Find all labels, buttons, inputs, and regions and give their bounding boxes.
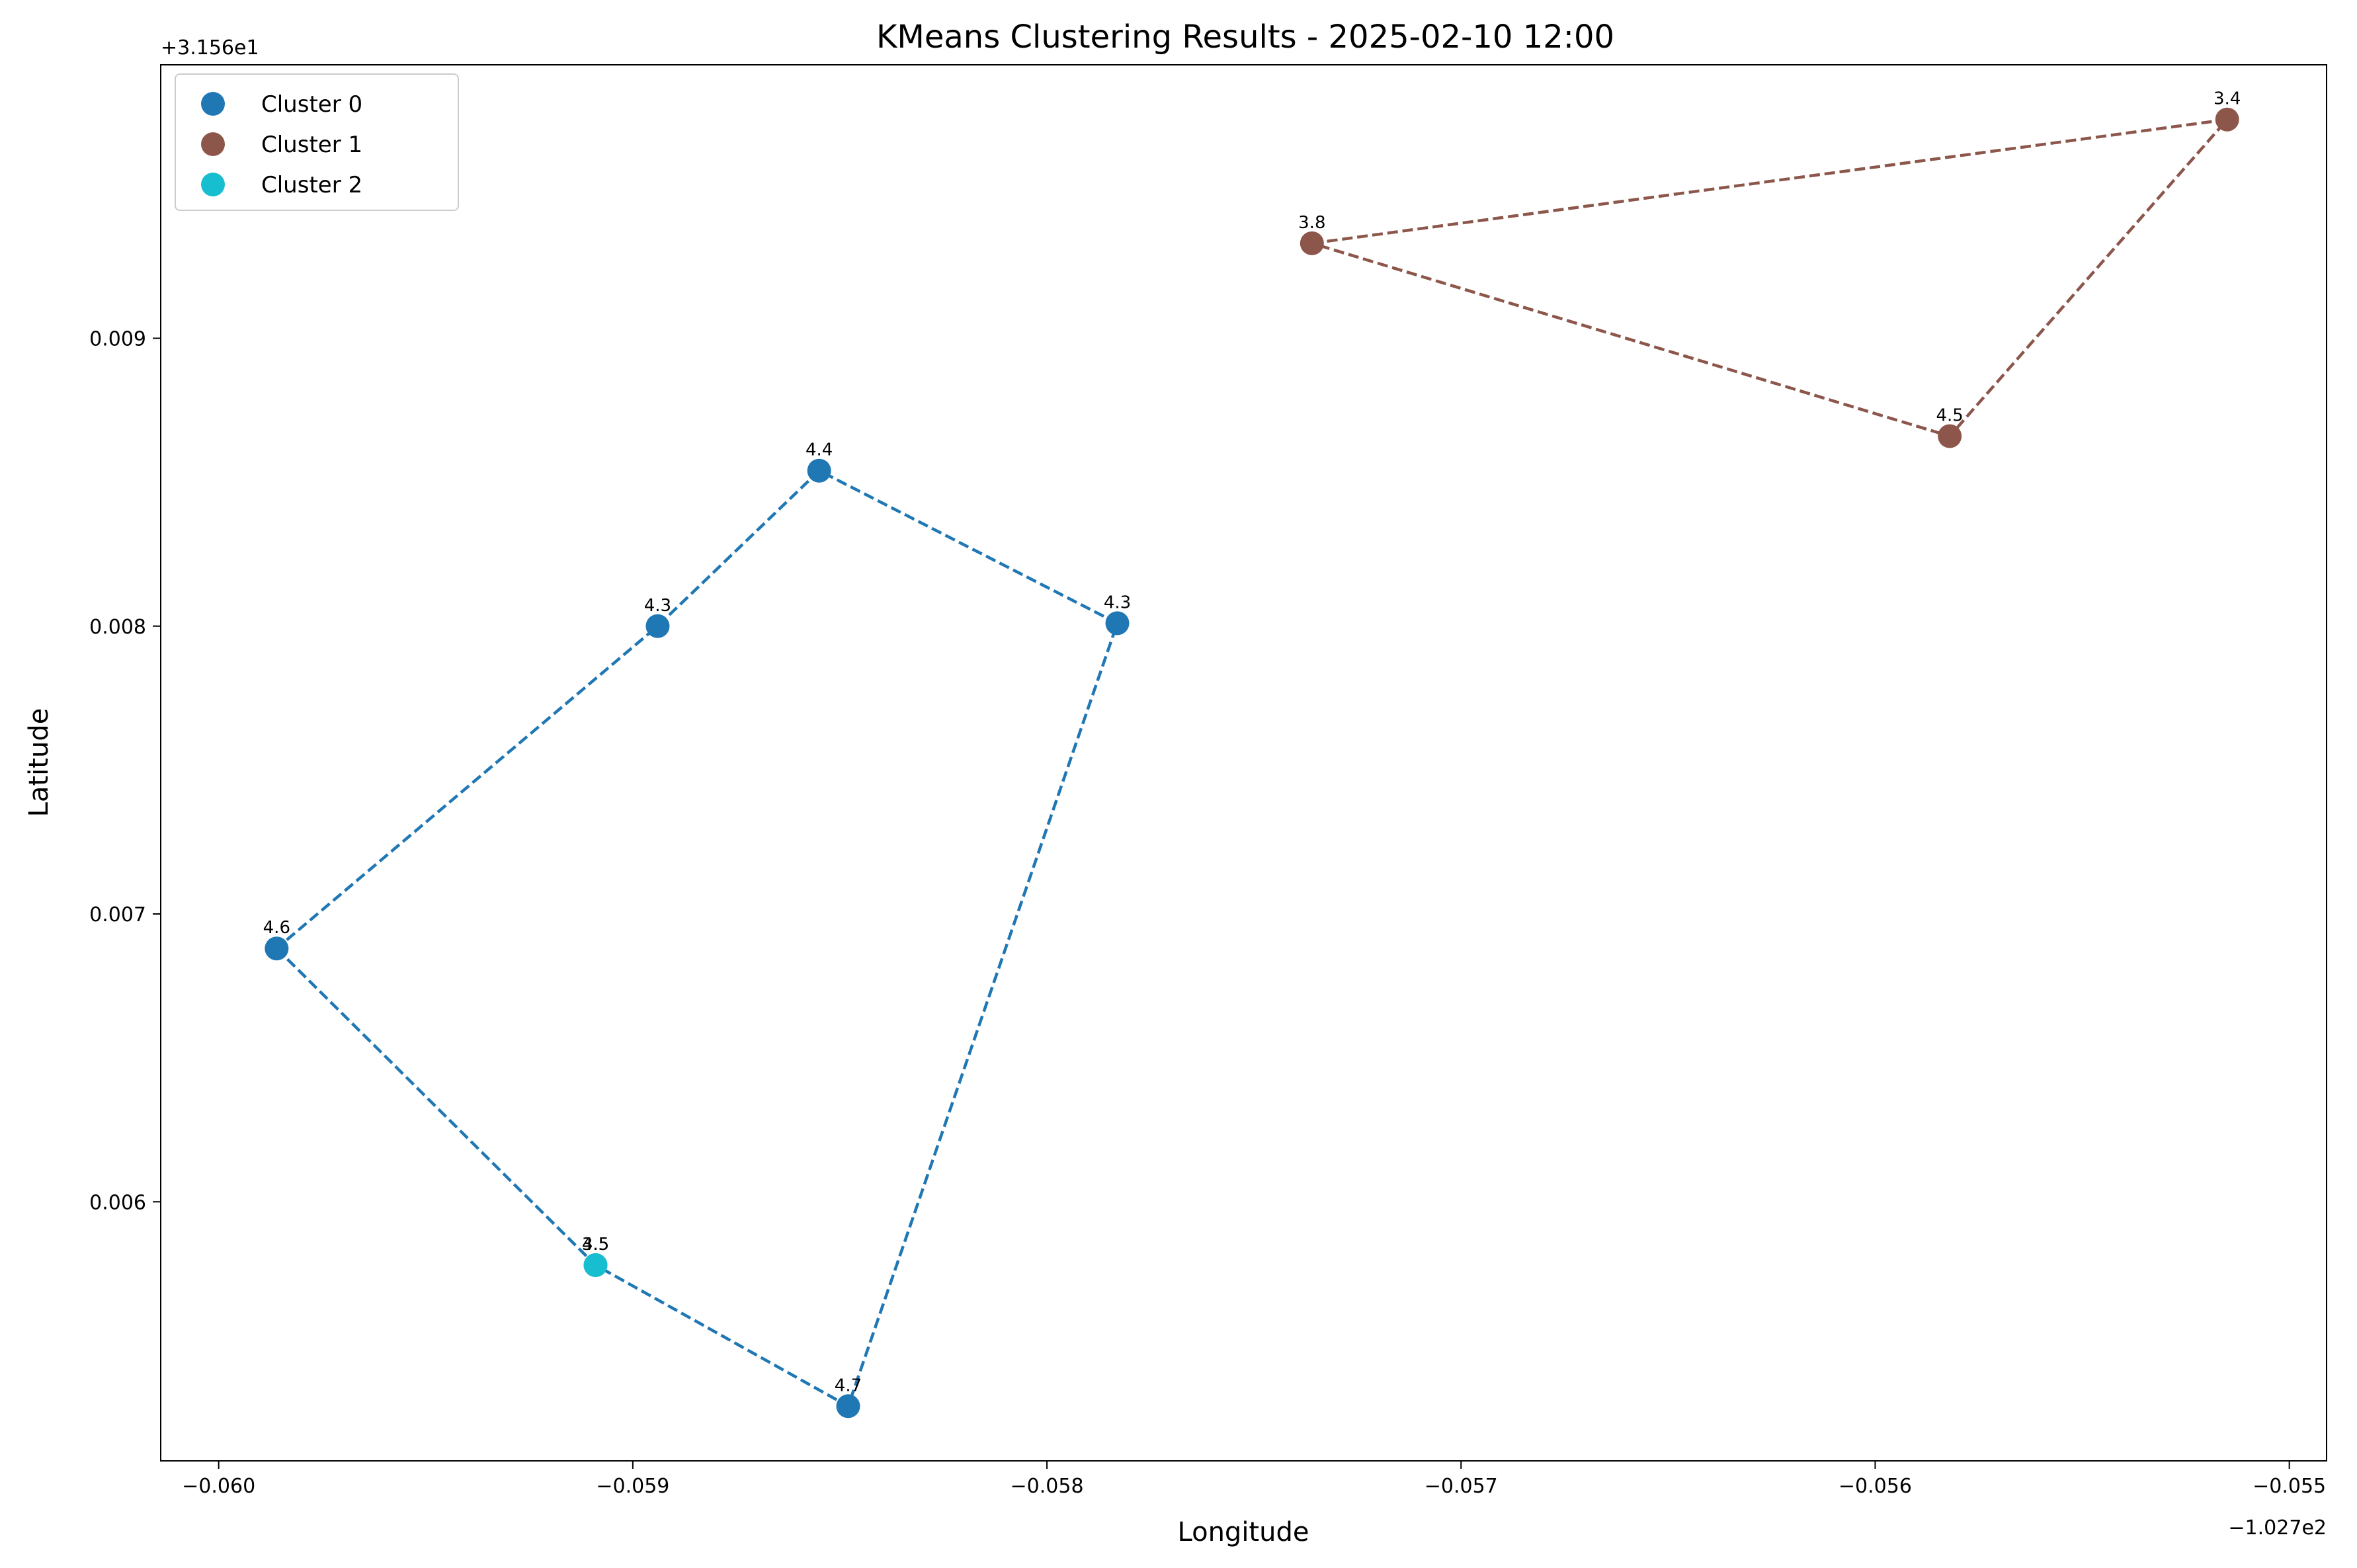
cluster-1-point-label: 3.4 <box>2213 89 2241 109</box>
cluster-1-point <box>1300 231 1324 255</box>
legend-entry: Cluster 1 <box>261 132 362 158</box>
cluster-points <box>265 107 2239 1419</box>
cluster-0-point-label: 4.3 <box>1104 593 1131 612</box>
cluster-0-point-label: 4.7 <box>835 1376 862 1395</box>
y-tick-label: 0.008 <box>89 616 146 639</box>
y-offset-label: +3.156e1 <box>161 36 259 60</box>
cluster-0-point <box>807 458 831 483</box>
cluster-0-point-label: 4.5 <box>582 1235 609 1255</box>
x-tick-label: −0.060 <box>182 1475 255 1498</box>
legend-entry: Cluster 0 <box>261 91 362 118</box>
cluster-1-point <box>2215 107 2239 132</box>
x-axis-title: Longitude <box>1178 1517 1309 1547</box>
x-tick-label: −0.059 <box>596 1475 669 1498</box>
cluster-2-point <box>583 1253 608 1278</box>
y-axis: 0.006 0.007 0.008 0.009 <box>89 327 161 1214</box>
cluster-1-point-label: 4.5 <box>1936 405 1963 425</box>
x-axis: −0.060 −0.059 −0.058 −0.057 −0.056 −0.055 <box>182 1461 2326 1498</box>
x-tick-label: −0.058 <box>1011 1475 1084 1498</box>
y-tick-label: 0.009 <box>89 327 146 351</box>
x-tick-label: −0.056 <box>1839 1475 1912 1498</box>
cluster-0-point-label: 4.4 <box>806 440 833 460</box>
y-axis-title: Latitude <box>24 708 54 817</box>
x-tick-label: −0.057 <box>1425 1475 1498 1498</box>
cluster-0-point <box>265 936 289 961</box>
cluster-0-point <box>1105 611 1130 636</box>
cluster-0-point <box>645 614 670 638</box>
legend-marker <box>201 173 225 196</box>
y-tick-label: 0.007 <box>89 903 146 927</box>
cluster-1-outline <box>1311 117 2231 438</box>
y-tick-label: 0.006 <box>89 1191 146 1214</box>
cluster-0-point-label: 4.3 <box>644 596 671 616</box>
cluster-0-point <box>836 1394 860 1419</box>
legend-marker <box>201 92 225 116</box>
legend-box <box>175 73 459 211</box>
chart-title: KMeans Clustering Results - 2025-02-10 1… <box>876 19 1614 56</box>
point-labels: 4.64.54.74.34.44.33.83.44.53.5 <box>263 89 2241 1396</box>
plot-frame <box>160 64 2327 1462</box>
legend: Cluster 0 Cluster 1 Cluster 2 <box>175 73 459 211</box>
x-tick-label: −0.055 <box>2253 1475 2326 1498</box>
legend-marker <box>201 132 225 156</box>
x-offset-label: −1.027e2 <box>2228 1516 2327 1540</box>
cluster-1-point <box>1938 424 1962 448</box>
cluster-2-point-label: 3.5 <box>582 1235 609 1255</box>
cluster-0-point-label: 4.6 <box>263 918 290 938</box>
cluster-1-point-label: 3.8 <box>1298 213 1325 233</box>
legend-entry: Cluster 2 <box>261 172 362 198</box>
